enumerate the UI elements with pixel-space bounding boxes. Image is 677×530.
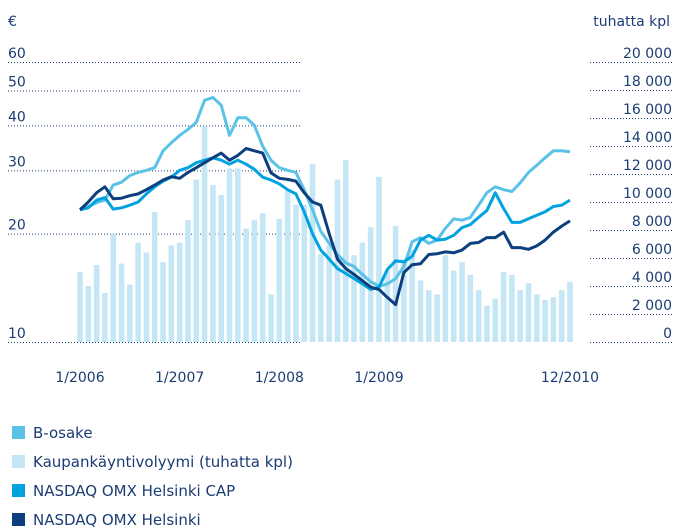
volume-bar xyxy=(459,262,465,342)
x-tick-label: 12/2010 xyxy=(541,370,599,386)
volume-bar xyxy=(367,227,374,342)
volume-bar xyxy=(376,176,382,342)
legend-label: Kaupankäyntivolyymi (tuhatta kpl) xyxy=(33,453,293,471)
volume-bar xyxy=(434,294,440,342)
volume-bar xyxy=(475,290,482,342)
legend-swatch xyxy=(12,426,25,439)
x-tick-label: 1/2009 xyxy=(354,370,403,386)
volume-bar xyxy=(467,274,474,342)
legend-label: B-osake xyxy=(33,424,93,442)
y2-tick-label: 8 000 xyxy=(632,214,672,230)
volume-bar xyxy=(110,234,117,342)
y2-tick-label: 6 000 xyxy=(632,242,672,258)
volume-bar xyxy=(135,242,141,342)
volume-bar xyxy=(85,286,92,342)
volume-bar xyxy=(168,245,175,342)
volume-bar xyxy=(293,204,299,342)
volume-bar xyxy=(185,220,191,342)
volume-bar xyxy=(259,213,266,342)
volume-bar xyxy=(251,220,258,342)
volume-bar xyxy=(525,283,532,342)
volume-bar xyxy=(351,255,357,342)
volume-bar xyxy=(492,298,499,342)
volume-bar xyxy=(160,262,166,342)
volume-bar xyxy=(193,179,200,342)
volume-bar xyxy=(93,265,100,342)
y-axis-unit: € xyxy=(8,14,17,30)
volume-bar xyxy=(143,252,150,342)
legend-label: NASDAQ OMX Helsinki xyxy=(33,511,201,529)
volume-bar xyxy=(342,160,349,342)
volume-bar xyxy=(426,290,432,342)
volume-bar xyxy=(77,272,83,342)
y-tick-label: 50 xyxy=(8,74,26,90)
volume-bar xyxy=(218,195,224,342)
volume-bar xyxy=(442,255,449,342)
x-tick-label: 1/2008 xyxy=(255,370,304,386)
series-line xyxy=(78,147,571,307)
volume-bar xyxy=(533,294,540,342)
y2-axis-unit: tuhatta kpl xyxy=(593,14,670,30)
volume-bar xyxy=(176,242,183,342)
series-line xyxy=(79,96,571,288)
y-tick-label: 60 xyxy=(8,46,26,62)
y2-tick-label: 18 000 xyxy=(623,74,672,90)
volume-bar xyxy=(102,293,108,342)
legend-label: NASDAQ OMX Helsinki CAP xyxy=(33,482,235,500)
y2-tick-label: 14 000 xyxy=(623,130,672,146)
volume-bar xyxy=(226,168,233,342)
y2-tick-label: 2 000 xyxy=(632,298,672,314)
legend-swatch xyxy=(12,484,25,497)
volume-bar xyxy=(268,294,274,342)
volume-bar xyxy=(284,190,291,342)
y2-tick-label: 20 000 xyxy=(623,46,672,62)
volume-bar xyxy=(309,164,316,342)
volume-bar xyxy=(151,211,158,342)
volume-bar xyxy=(517,290,523,342)
y-tick-label: 40 xyxy=(8,109,26,125)
volume-bar xyxy=(401,259,407,342)
volume-bar xyxy=(409,249,416,342)
y2-tick-label: 12 000 xyxy=(623,158,672,174)
volume-bar xyxy=(567,281,573,342)
volume-bar xyxy=(318,253,324,342)
volume-bar xyxy=(243,228,249,342)
y-tick-label: 30 xyxy=(8,154,26,170)
volume-bar xyxy=(276,218,283,342)
volume-bar xyxy=(392,225,399,342)
volume-bar xyxy=(118,263,125,342)
y2-tick-label: 0 xyxy=(663,326,672,342)
x-tick-label: 1/2007 xyxy=(155,370,204,386)
volume-bar xyxy=(210,185,216,342)
volume-bar xyxy=(500,272,507,342)
legend-swatch xyxy=(12,513,25,526)
volume-bar xyxy=(301,204,308,342)
volume-bar xyxy=(127,284,133,342)
volume-bar xyxy=(558,290,565,342)
y-tick-label: 20 xyxy=(8,218,26,234)
volume-bar xyxy=(542,300,548,342)
volume-bar xyxy=(509,274,515,342)
y2-tick-label: 10 000 xyxy=(623,186,672,202)
x-tick-label: 1/2006 xyxy=(55,370,104,386)
y2-tick-label: 16 000 xyxy=(623,102,672,118)
volume-bar xyxy=(384,270,391,342)
y-tick-label: 10 xyxy=(8,326,26,342)
volume-bar xyxy=(550,297,557,342)
volume-bar xyxy=(484,305,490,342)
volume-bar xyxy=(417,280,424,342)
volume-bar xyxy=(450,270,457,342)
volume-bar xyxy=(201,126,208,343)
volume-bar xyxy=(234,168,241,342)
y2-tick-label: 4 000 xyxy=(632,270,672,286)
volume-bar xyxy=(359,242,366,342)
volume-bar xyxy=(326,245,332,342)
legend-swatch xyxy=(12,455,25,468)
